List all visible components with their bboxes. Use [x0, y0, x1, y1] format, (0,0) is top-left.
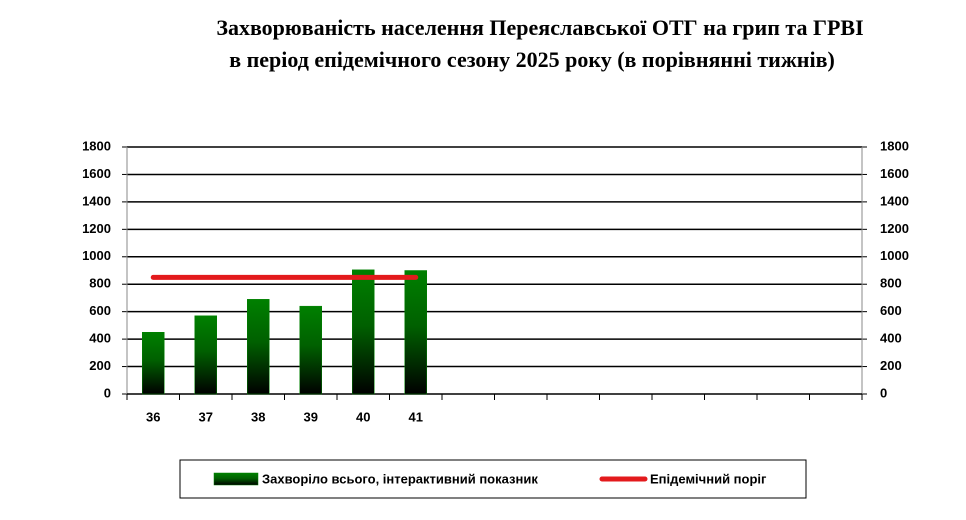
x-tick-label: 39	[304, 409, 318, 424]
y2-tick-label: 1400	[880, 193, 909, 208]
y2-tick-label: 0	[880, 385, 887, 400]
y-tick-label: 800	[89, 276, 111, 291]
x-tick-label: 36	[146, 409, 160, 424]
legend-label: Епідемічний поріг	[650, 471, 767, 486]
bar	[352, 269, 375, 395]
y-tick-label: 400	[89, 331, 111, 346]
y2-tick-label: 1200	[880, 221, 909, 236]
legend-label: Захворіло всього, інтерактивний показник	[262, 471, 538, 486]
bar	[404, 270, 427, 395]
y2-tick-label: 200	[880, 358, 902, 373]
chart-subtitle: в період епідемічного сезону 2025 року (…	[229, 47, 835, 72]
y-tick-label: 1000	[82, 248, 111, 263]
y2-tick-label: 600	[880, 303, 902, 318]
y2-tick-label: 1600	[880, 166, 909, 181]
y-tick-label: 0	[104, 385, 111, 400]
y-tick-label: 1800	[82, 138, 111, 153]
y2-tick-label: 1800	[880, 138, 909, 153]
bar	[142, 332, 165, 395]
y2-tick-label: 400	[880, 331, 902, 346]
legend-box	[179, 459, 807, 499]
x-tick-label: 40	[356, 409, 370, 424]
legend-bar-icon	[213, 472, 259, 486]
bar	[247, 299, 270, 395]
x-tick-label: 38	[251, 409, 265, 424]
bar	[194, 315, 217, 395]
x-tick-label: 37	[199, 409, 213, 424]
x-tick-label: 41	[409, 409, 423, 424]
y2-tick-label: 800	[880, 276, 902, 291]
y-tick-label: 600	[89, 303, 111, 318]
y-tick-label: 200	[89, 358, 111, 373]
y-tick-label: 1400	[82, 193, 111, 208]
chart-title: Захворюваність населення Переяславської …	[216, 15, 863, 40]
y-tick-label: 1600	[82, 166, 111, 181]
y-tick-label: 1200	[82, 221, 111, 236]
bar	[299, 305, 322, 395]
y2-tick-label: 1000	[880, 248, 909, 263]
